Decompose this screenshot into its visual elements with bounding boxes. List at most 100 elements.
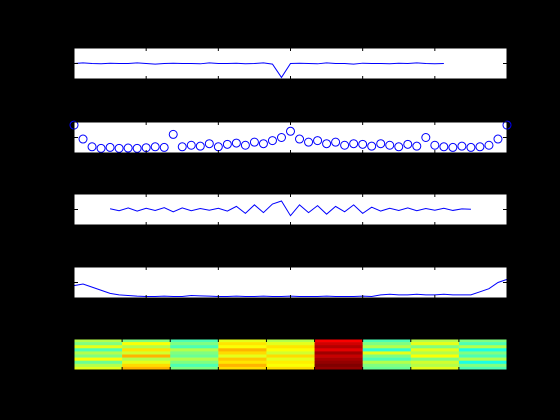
marker bbox=[204, 139, 214, 149]
heatmap-cell bbox=[170, 360, 219, 365]
heatmap-cell bbox=[410, 354, 460, 358]
heatmap-cell bbox=[314, 342, 363, 346]
axes-background bbox=[74, 194, 507, 225]
heatmap-cell bbox=[362, 345, 412, 349]
heatmap-cell bbox=[122, 354, 171, 358]
heatmap-cell bbox=[170, 363, 219, 368]
heatmap-cell bbox=[362, 342, 412, 346]
heatmap-cell bbox=[218, 339, 267, 343]
heatmap-cell bbox=[362, 366, 412, 371]
heatmap-cell bbox=[122, 351, 171, 355]
heatmap-cell bbox=[122, 345, 171, 349]
marker bbox=[358, 139, 368, 149]
heatmap-cell bbox=[218, 348, 267, 352]
marker bbox=[177, 142, 187, 152]
heatmap-cell bbox=[410, 360, 460, 365]
heatmap-cell bbox=[458, 366, 508, 371]
heatmap-cell bbox=[74, 339, 123, 343]
heatmap-cell bbox=[314, 339, 363, 343]
heatmap-cell bbox=[122, 357, 171, 361]
marker bbox=[385, 140, 395, 150]
marker bbox=[322, 139, 332, 149]
heatmap-cell bbox=[458, 342, 508, 346]
marker bbox=[367, 141, 377, 151]
marker bbox=[286, 126, 295, 136]
heatmap-cell bbox=[362, 360, 412, 365]
heatmap-cell bbox=[170, 357, 219, 361]
heatmap-cell bbox=[170, 366, 219, 371]
heatmap-cell bbox=[74, 360, 123, 365]
heatmap-cell bbox=[362, 351, 412, 355]
marker bbox=[87, 142, 97, 152]
heatmap-cell bbox=[410, 366, 460, 371]
marker bbox=[493, 134, 503, 144]
heatmap-cell bbox=[314, 366, 363, 371]
marker bbox=[484, 140, 494, 150]
heatmap-cell bbox=[218, 363, 267, 368]
heatmap-cell bbox=[314, 345, 363, 349]
heatmap-cell bbox=[362, 363, 412, 368]
marker bbox=[412, 141, 422, 151]
heatmap-cell bbox=[74, 354, 123, 358]
heatmap-cell bbox=[218, 342, 267, 346]
marker bbox=[159, 142, 169, 152]
marker bbox=[186, 140, 196, 150]
heatmap-cell bbox=[410, 345, 460, 349]
heatmap-cell bbox=[314, 357, 363, 361]
heatmap-cell bbox=[74, 366, 123, 371]
heatmap-cell bbox=[410, 363, 460, 368]
heatmap-cell bbox=[410, 348, 460, 352]
heatmap-cell bbox=[410, 357, 460, 361]
marker bbox=[195, 141, 205, 151]
marker bbox=[304, 137, 314, 147]
heatmap-cell bbox=[266, 348, 315, 352]
heatmap-cell bbox=[74, 342, 123, 346]
marker bbox=[394, 142, 404, 152]
heatmap-cell bbox=[362, 348, 412, 352]
marker bbox=[295, 134, 305, 144]
heatmap-cell bbox=[218, 366, 267, 371]
heatmap-cell bbox=[170, 342, 219, 346]
heatmap-cell bbox=[314, 363, 363, 368]
marker bbox=[105, 142, 115, 152]
heatmap-cell bbox=[410, 351, 460, 355]
marker bbox=[475, 142, 485, 152]
heatmap-cell bbox=[458, 363, 508, 368]
heatmap-cell bbox=[458, 357, 508, 361]
heatmap-cell bbox=[218, 354, 267, 358]
marker bbox=[123, 143, 133, 153]
heatmap-cell bbox=[170, 339, 219, 343]
axes-frame bbox=[73, 338, 508, 371]
axes-background bbox=[74, 267, 507, 298]
heatmap-cell bbox=[266, 354, 315, 358]
heatmap-cell bbox=[362, 354, 412, 358]
heatmap-cell bbox=[314, 351, 363, 355]
marker bbox=[96, 143, 106, 153]
heatmap-cell bbox=[170, 354, 219, 358]
marker bbox=[258, 139, 268, 149]
heatmap-cell bbox=[218, 357, 267, 361]
heatmap-cell bbox=[218, 345, 267, 349]
line bbox=[73, 62, 444, 79]
marker bbox=[168, 129, 178, 139]
marker bbox=[376, 139, 386, 149]
marker bbox=[276, 133, 286, 142]
marker bbox=[114, 143, 124, 153]
heatmap-cell bbox=[122, 366, 171, 371]
heatmap-cell bbox=[410, 342, 460, 346]
heatmap-cell bbox=[266, 360, 315, 365]
heatmap-cell bbox=[74, 348, 123, 352]
heatmap-cell bbox=[122, 363, 171, 368]
heatmap-cell bbox=[74, 357, 123, 361]
heatmap-cell bbox=[170, 351, 219, 355]
heatmap-cell bbox=[266, 363, 315, 368]
heatmap-cell bbox=[122, 360, 171, 365]
heatmap-cell bbox=[170, 348, 219, 352]
marker bbox=[349, 139, 359, 149]
heatmap-cell bbox=[74, 351, 123, 355]
heatmap-cell bbox=[266, 357, 315, 361]
marker bbox=[231, 138, 241, 148]
marker bbox=[403, 139, 413, 149]
